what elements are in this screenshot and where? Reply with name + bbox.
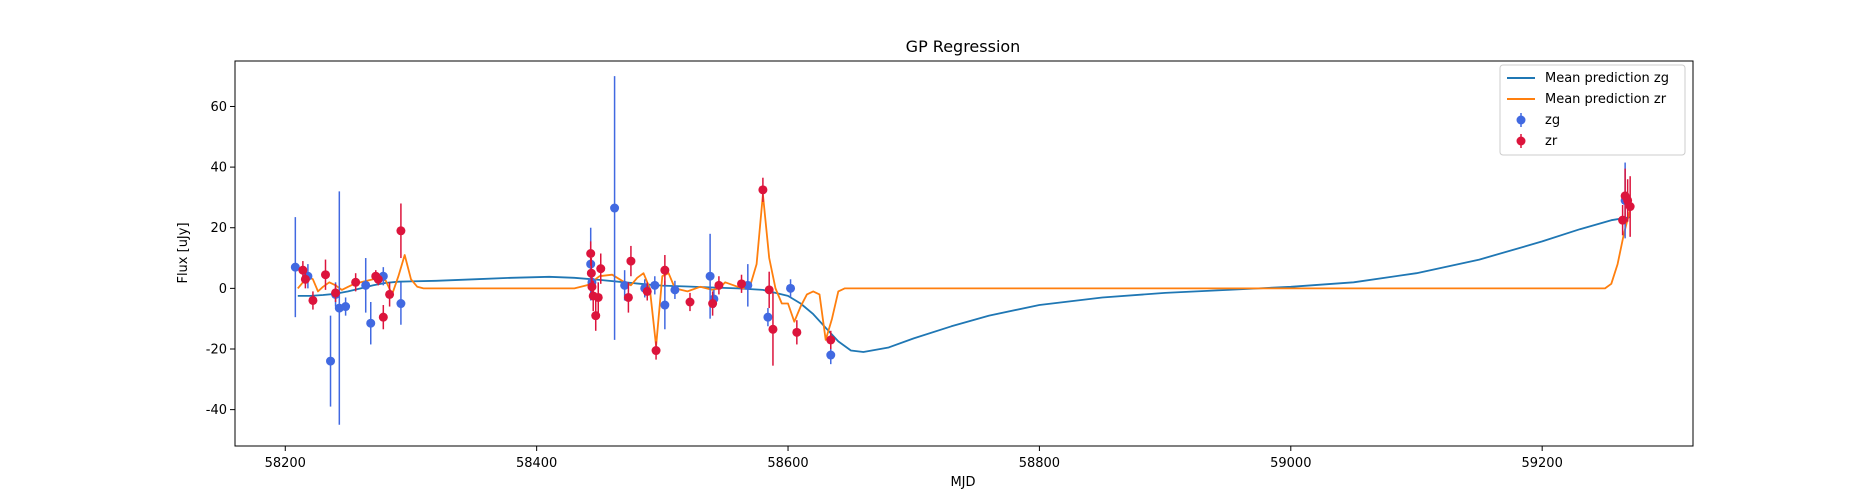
x-tick-label: 58800 — [1019, 456, 1060, 471]
legend-swatch-zg-marker — [1516, 115, 1526, 125]
x-axis: 58200 58400 58600 58800 59000 59200 — [265, 446, 1563, 471]
data-point-zg — [290, 262, 300, 272]
legend-label-mean-zr: Mean prediction zr — [1545, 92, 1667, 107]
legend-label-mean-zg: Mean prediction zg — [1545, 71, 1669, 86]
y-axis-label: Flux [uJy] — [176, 222, 191, 283]
chart-title: GP Regression — [906, 37, 1021, 56]
data-point-zr — [737, 279, 747, 289]
data-point-zg — [396, 299, 406, 309]
y-tick-label: 60 — [210, 100, 227, 115]
data-point-zg — [366, 318, 376, 328]
data-point-zr — [1625, 202, 1635, 212]
data-point-zg — [670, 285, 680, 295]
data-point-zg — [361, 280, 371, 290]
data-point-zg — [786, 283, 796, 293]
data-point-zr — [642, 286, 652, 296]
y-tick-label: -40 — [206, 403, 227, 418]
data-point-zr — [714, 280, 724, 290]
legend-swatch-zr-marker — [1516, 136, 1526, 146]
data-point-zg — [826, 350, 836, 360]
data-point-zr — [792, 327, 802, 337]
x-tick-label: 58400 — [516, 456, 557, 471]
data-point-zr — [764, 285, 774, 295]
data-point-zr — [378, 312, 388, 322]
x-tick-label: 58200 — [265, 456, 306, 471]
plot-frame — [234, 60, 1694, 447]
data-point-zr — [586, 268, 596, 278]
data-point-zr — [660, 265, 670, 275]
data-point-zr — [373, 274, 383, 284]
data-point-zg — [326, 356, 336, 366]
data-point-zr — [685, 297, 695, 307]
data-point-zg — [610, 203, 620, 213]
y-axis: -40 -20 0 20 40 60 — [206, 100, 235, 418]
data-point-zr — [385, 289, 395, 299]
data-point-zr — [591, 311, 601, 321]
y-tick-label: -20 — [206, 342, 227, 357]
data-point-zr — [596, 264, 606, 274]
data-point-zg — [705, 271, 715, 281]
legend-label-zg: zg — [1545, 113, 1560, 128]
data-point-zr — [593, 292, 603, 302]
series-line-mean-prediction-zg — [297, 216, 1631, 353]
legend: Mean prediction zg Mean prediction zr zg… — [1499, 64, 1686, 156]
y-tick-label: 20 — [210, 221, 227, 236]
y-tick-label: 40 — [210, 161, 227, 176]
data-point-zr — [351, 277, 361, 287]
x-tick-label: 58600 — [767, 456, 808, 471]
data-point-zg — [763, 312, 773, 322]
x-tick-label: 59000 — [1270, 456, 1311, 471]
data-point-zr — [300, 274, 310, 284]
data-point-zr — [758, 185, 768, 195]
data-point-zr — [623, 292, 633, 302]
x-tick-label: 59200 — [1521, 456, 1562, 471]
plot-lines — [297, 193, 1632, 353]
data-point-zr — [586, 249, 596, 258]
legend-label-zr: zr — [1545, 134, 1558, 149]
data-point-zr — [396, 226, 406, 236]
data-point-zr — [708, 299, 718, 309]
data-point-zr — [320, 270, 330, 280]
data-point-zg — [341, 302, 351, 312]
data-point-zr — [768, 324, 778, 334]
data-point-zg — [620, 280, 630, 290]
data-point-zr — [331, 288, 341, 298]
data-point-zg — [650, 280, 660, 290]
x-axis-label: MJD — [950, 475, 975, 490]
data-point-zr — [626, 256, 636, 266]
data-point-zg — [660, 300, 670, 310]
data-point-zr — [308, 295, 318, 305]
data-point-zr — [651, 346, 661, 356]
plot-points — [290, 76, 1635, 425]
legend-box — [1499, 64, 1686, 156]
data-point-zr — [587, 282, 597, 292]
y-tick-label: 0 — [219, 282, 227, 297]
data-point-zr — [826, 335, 836, 345]
